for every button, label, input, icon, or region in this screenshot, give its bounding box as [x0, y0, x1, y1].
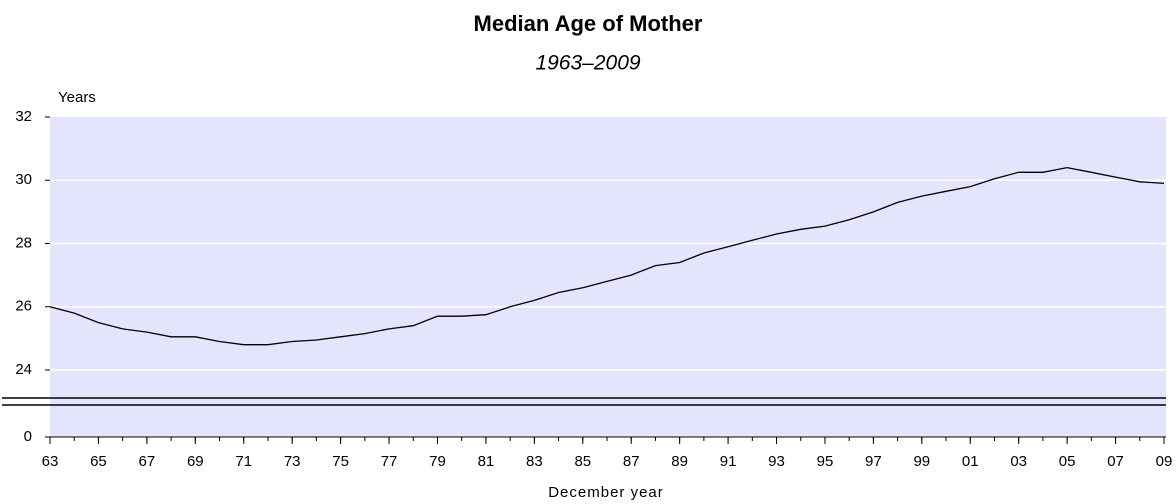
x-tick-label: 67	[139, 453, 156, 470]
x-tick-label: 71	[235, 453, 252, 470]
y-tick-label: 0	[24, 428, 32, 445]
x-tick-label: 05	[1059, 453, 1076, 470]
x-tick-label: 73	[284, 453, 301, 470]
x-tick-label: 93	[768, 453, 785, 470]
x-tick-label: 07	[1107, 453, 1124, 470]
x-tick-label: 01	[962, 453, 979, 470]
x-tick-label: 91	[720, 453, 737, 470]
x-tick-label: 99	[913, 453, 930, 470]
x-axis-label: December year	[548, 484, 664, 501]
x-tick-label: 97	[865, 453, 882, 470]
chart-title: Median Age of Mother	[474, 11, 703, 36]
x-tick-label: 89	[671, 453, 688, 470]
x-tick-label: 83	[526, 453, 543, 470]
plot-background	[50, 117, 1166, 437]
x-tick-label: 79	[429, 453, 446, 470]
y-axis-label: Years	[58, 89, 96, 106]
x-tick-label: 77	[381, 453, 398, 470]
y-tick-label: 30	[15, 171, 32, 188]
line-series	[49, 166, 1165, 346]
x-tick-label: 87	[623, 453, 640, 470]
x-tick-label: 09	[1156, 453, 1173, 470]
x-tick-label: 63	[42, 453, 59, 470]
y-tick-label: 24	[15, 361, 32, 378]
y-tick-label: 28	[15, 234, 32, 251]
y-tick-label: 32	[15, 108, 32, 125]
x-tick-label: 85	[574, 453, 591, 470]
x-tick-label: 03	[1010, 453, 1027, 470]
x-tick-label: 95	[817, 453, 834, 470]
chart-subtitle: 1963–2009	[535, 52, 640, 75]
y-tick-label: 26	[15, 298, 32, 315]
x-tick-label: 65	[90, 453, 107, 470]
x-tick-label: 69	[187, 453, 204, 470]
x-tick-label: 75	[332, 453, 349, 470]
x-tick-label: 81	[478, 453, 495, 470]
